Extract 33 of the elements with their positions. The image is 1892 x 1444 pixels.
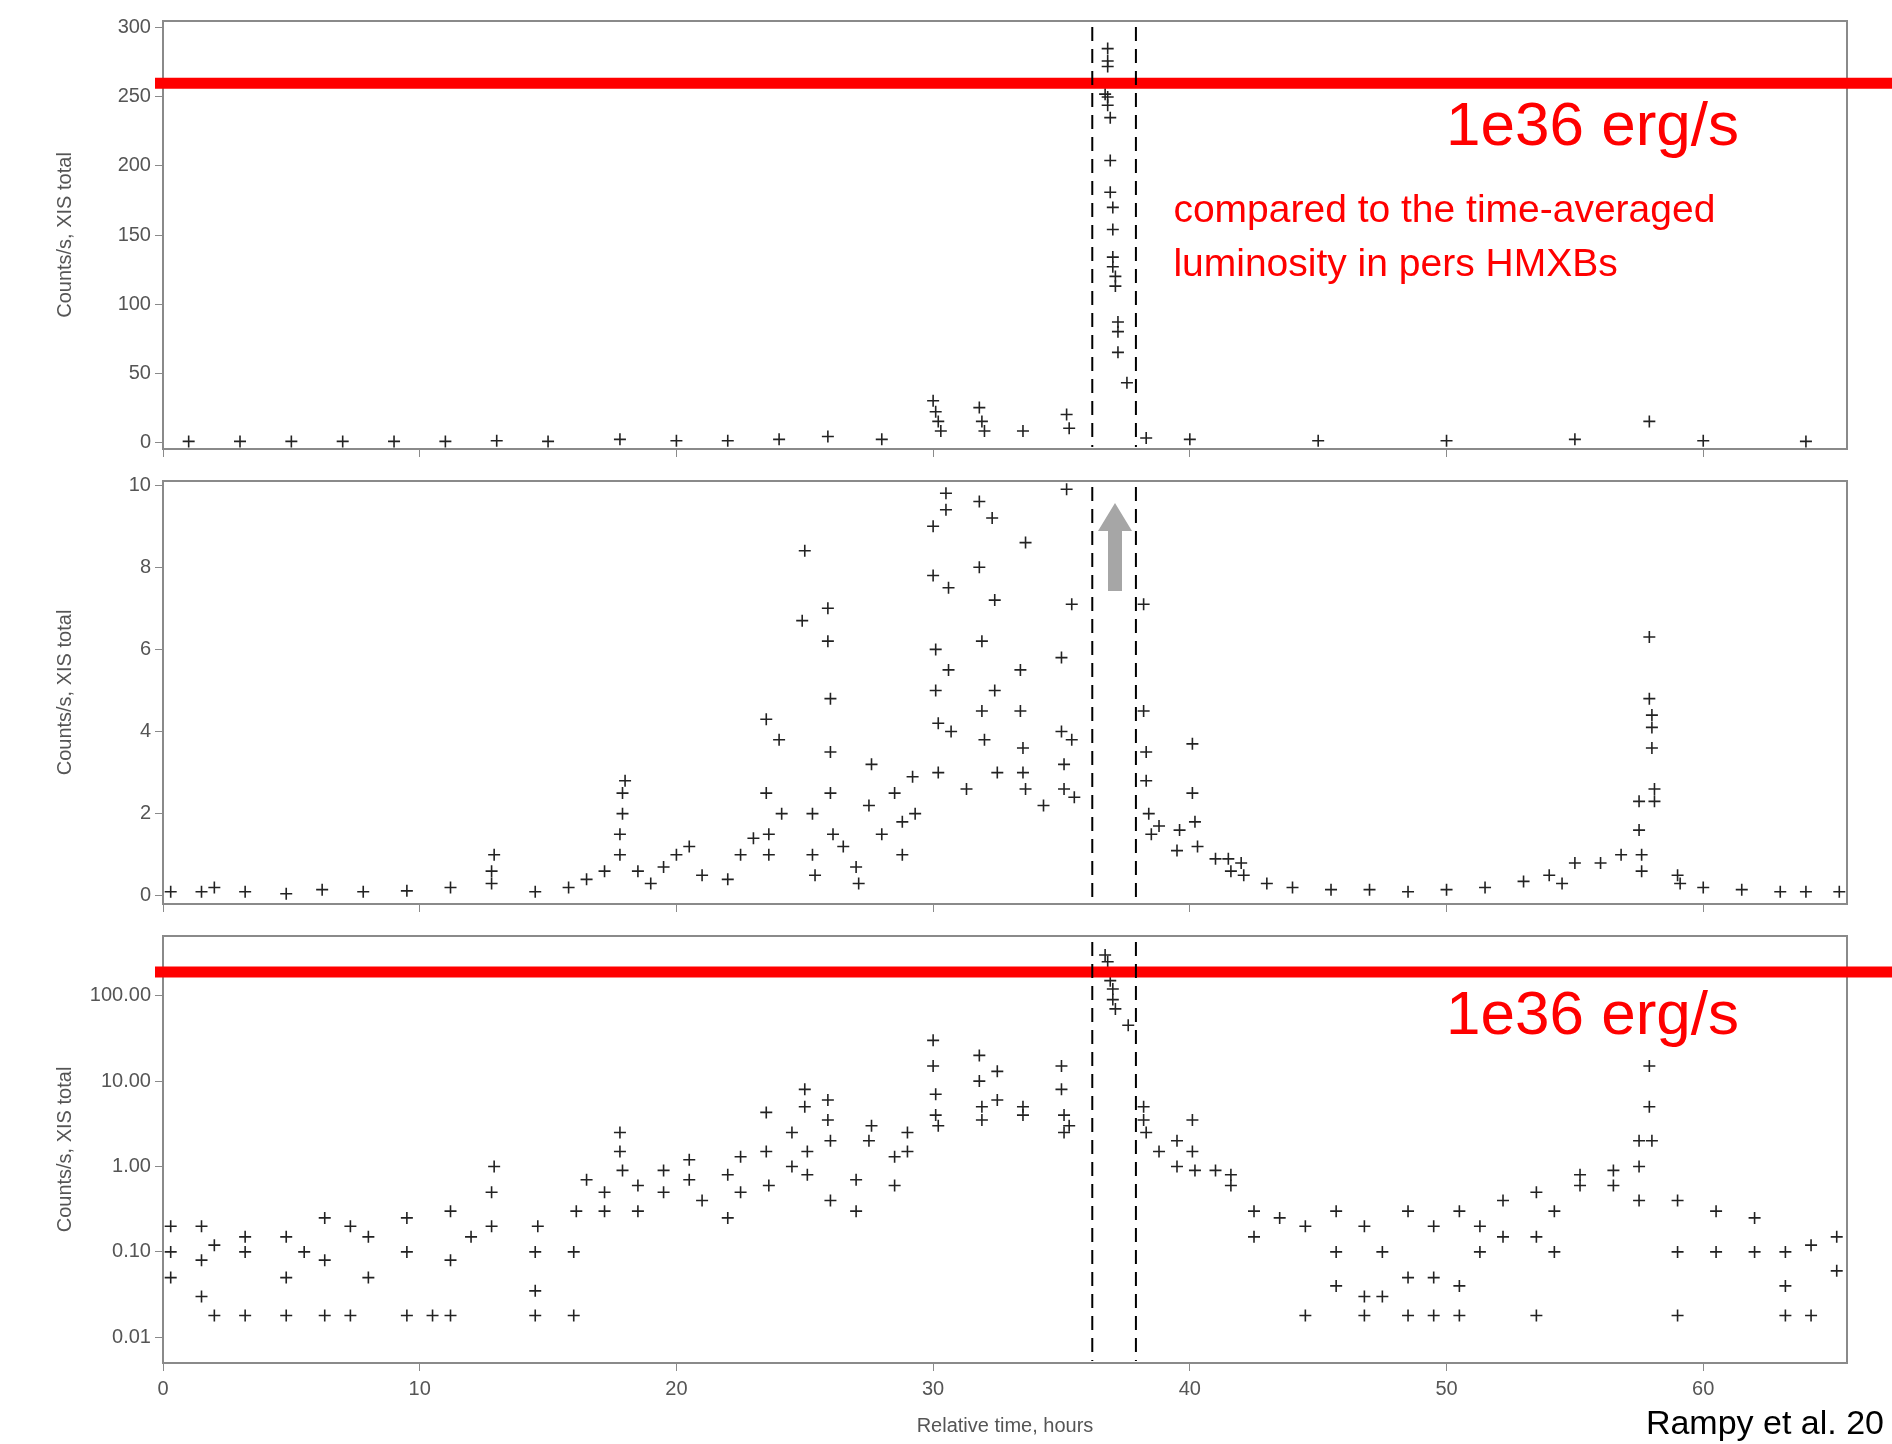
y-tick-label: 4 [139, 719, 151, 742]
x-tick-label: 40 [1178, 1376, 1201, 1399]
y-tick-label: 100 [117, 291, 151, 314]
annotation: compared to the time-averaged luminosity in pers HMXBs [1173, 187, 1716, 285]
x-tick-label: 10 [408, 1376, 431, 1399]
y-tick-label: 10 [128, 472, 151, 495]
y-axis-title: Counts/s, XIS total [52, 1066, 75, 1233]
y-tick-label: 300 [117, 15, 151, 38]
y-tick-label: 6 [139, 636, 151, 659]
y-tick-label: 150 [117, 222, 151, 245]
x-tick-label: 50 [1435, 1376, 1458, 1399]
y-tick-label: 0.01 [112, 1324, 151, 1347]
y-tick-label: 8 [139, 554, 151, 577]
y-tick-label: 1.00 [112, 1154, 151, 1177]
x-tick-label: 0 [157, 1376, 169, 1399]
y-tick-label: 200 [117, 153, 151, 176]
text: Rampy et al. 20 [1645, 1403, 1884, 1442]
y-tick-label: 0.10 [112, 1239, 151, 1262]
ref-line-label: 1e36 erg/s [1446, 89, 1739, 159]
y-tick-label: 250 [117, 84, 151, 107]
y-tick-label: 10.00 [100, 1068, 151, 1091]
y-tick-label: 0 [139, 883, 151, 906]
x-axis-title: Relative time, hours [916, 1413, 1094, 1436]
y-tick-label: 2 [139, 801, 151, 824]
y-tick-label: 100.00 [89, 983, 151, 1006]
x-tick-label: 20 [665, 1376, 688, 1399]
y-axis-title: Counts/s, XIS total [52, 152, 75, 318]
y-tick-label: 50 [128, 360, 151, 383]
y-tick-label: 0 [139, 429, 151, 452]
x-tick-label: 30 [922, 1376, 945, 1399]
ref-line-label: 1e36 erg/s [1446, 977, 1739, 1047]
x-tick-label: 60 [1692, 1376, 1715, 1399]
y-axis-title: Counts/s, XIS total [52, 609, 75, 776]
